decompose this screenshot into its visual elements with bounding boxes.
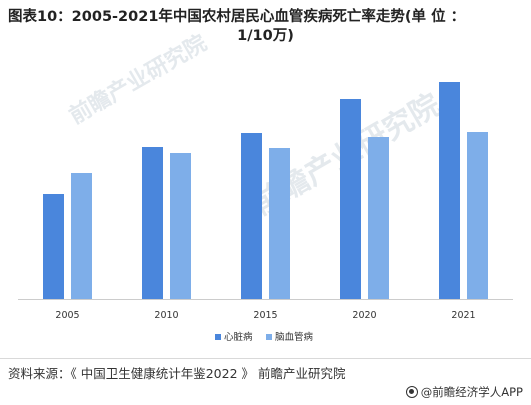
source-note: 资料来源：《 中国卫生健康统计年鉴2022 》 前瞻产业研究院 <box>8 366 346 381</box>
legend-swatch-heart <box>215 334 221 340</box>
title-line-2: 1/10万) <box>237 28 294 44</box>
bar-chart: 2005 2010 2015 2020 2021 心脏病 脑血管病 <box>18 82 513 343</box>
x-tick-label: 2005 <box>55 310 79 321</box>
x-tick-label: 2021 <box>451 310 475 321</box>
footer-divider <box>0 358 531 359</box>
title-line-1: 图表10：2005-2021年中国农村居民心血管疾病死亡率走势(单 位 ： <box>8 9 466 25</box>
bar-2015-heart <box>241 133 262 299</box>
legend-label-cerebrovascular: 脑血管病 <box>275 331 314 343</box>
bar-2015-cerebrovascular <box>269 148 290 299</box>
x-tick-label: 2020 <box>352 310 376 321</box>
bar-2005-heart <box>43 194 64 299</box>
brand-credit: @前瞻经济学人APP <box>405 384 523 400</box>
bar-2005-cerebrovascular <box>71 173 92 299</box>
bar-2010-cerebrovascular <box>170 153 191 299</box>
chart-title: 图表10：2005-2021年中国农村居民心血管疾病死亡率走势(单 位 ： 1/… <box>8 8 523 46</box>
x-tick-label: 2010 <box>154 310 178 321</box>
brand-logo-icon <box>405 386 418 398</box>
x-tick-label: 2015 <box>253 310 277 321</box>
bar-2020-heart <box>340 99 361 299</box>
brand-text: @前瞻经济学人APP <box>420 385 523 399</box>
legend-label-heart: 心脏病 <box>224 331 253 343</box>
bar-2021-cerebrovascular <box>467 132 488 299</box>
bar-2021-heart <box>439 82 460 299</box>
legend-swatch-cerebrovascular <box>266 334 272 340</box>
bar-2010-heart <box>142 147 163 299</box>
bar-2020-cerebrovascular <box>368 137 389 299</box>
